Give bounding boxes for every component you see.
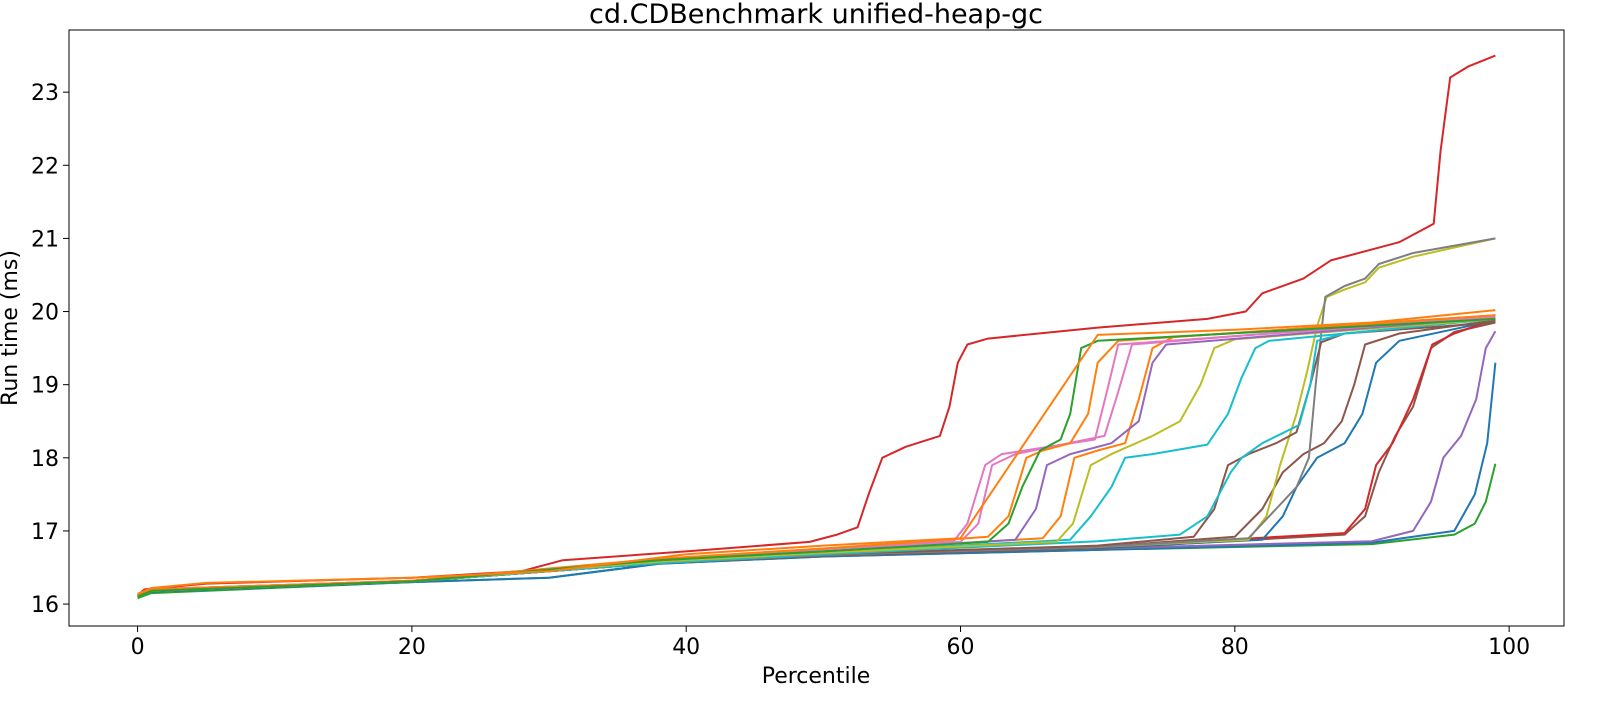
x-tick-label: 40 — [672, 635, 700, 660]
y-tick-label: 16 — [31, 593, 59, 618]
y-tick-label: 18 — [31, 447, 59, 472]
y-axis: 16 17 18 19 20 21 22 23 — [31, 81, 69, 618]
series-line-1 — [136, 54, 1496, 597]
y-tick-label: 17 — [31, 520, 59, 545]
x-tick-label: 0 — [131, 635, 145, 660]
y-axis-label: Run time (ms) — [0, 250, 23, 406]
plot-frame — [68, 29, 1565, 627]
chart-title: cd.CDBenchmark unified-heap-gc — [589, 0, 1043, 30]
y-tick-label: 20 — [31, 301, 59, 326]
x-axis: 0 20 40 60 80 100 — [131, 626, 1530, 660]
x-tick-label: 100 — [1488, 635, 1530, 660]
x-tick-label: 60 — [947, 635, 975, 660]
y-tick-label: 19 — [31, 374, 59, 399]
series-line-21 — [137, 309, 1496, 595]
y-tick-label: 22 — [31, 154, 59, 179]
series-line-20 — [137, 317, 1496, 598]
x-tick-label: 80 — [1221, 635, 1249, 660]
y-tick-label: 23 — [31, 81, 59, 106]
series-group — [136, 54, 1497, 600]
x-tick-label: 20 — [398, 635, 426, 660]
x-axis-label: Percentile — [762, 664, 871, 689]
y-tick-label: 21 — [31, 227, 59, 252]
